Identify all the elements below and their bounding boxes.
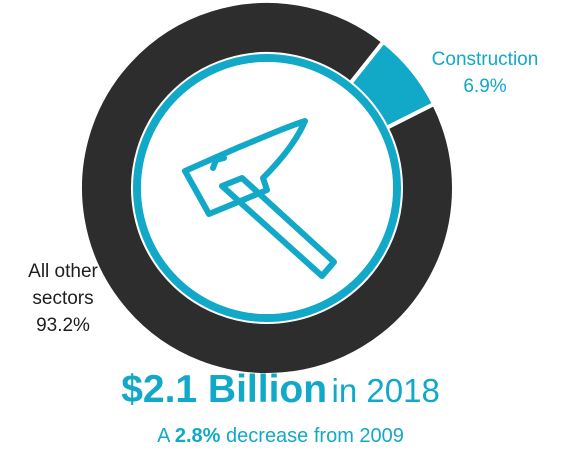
headline-suffix: in 2018 xyxy=(331,372,440,409)
headline-amount: $2.1 Billion xyxy=(121,368,328,411)
subline-suffix: decrease from 2009 xyxy=(226,425,404,447)
subline: A 2.8% decrease from 2009 xyxy=(0,425,561,448)
other-line1: All other xyxy=(28,261,98,282)
construction-name: Construction xyxy=(431,49,539,70)
hammer-icon xyxy=(182,118,337,279)
other-sectors-label: All other sectors 93.2% xyxy=(0,258,126,339)
subline-prefix: A xyxy=(157,425,170,447)
headline: $2.1 Billion in 2018 xyxy=(0,368,561,412)
construction-label: Construction 6.9% xyxy=(400,46,561,100)
construction-pct: 6.9% xyxy=(463,76,507,97)
subline-pct: 2.8% xyxy=(174,425,221,447)
other-pct: 93.2% xyxy=(36,315,90,336)
inner-ring xyxy=(133,54,401,322)
other-line2: sectors xyxy=(32,288,94,309)
